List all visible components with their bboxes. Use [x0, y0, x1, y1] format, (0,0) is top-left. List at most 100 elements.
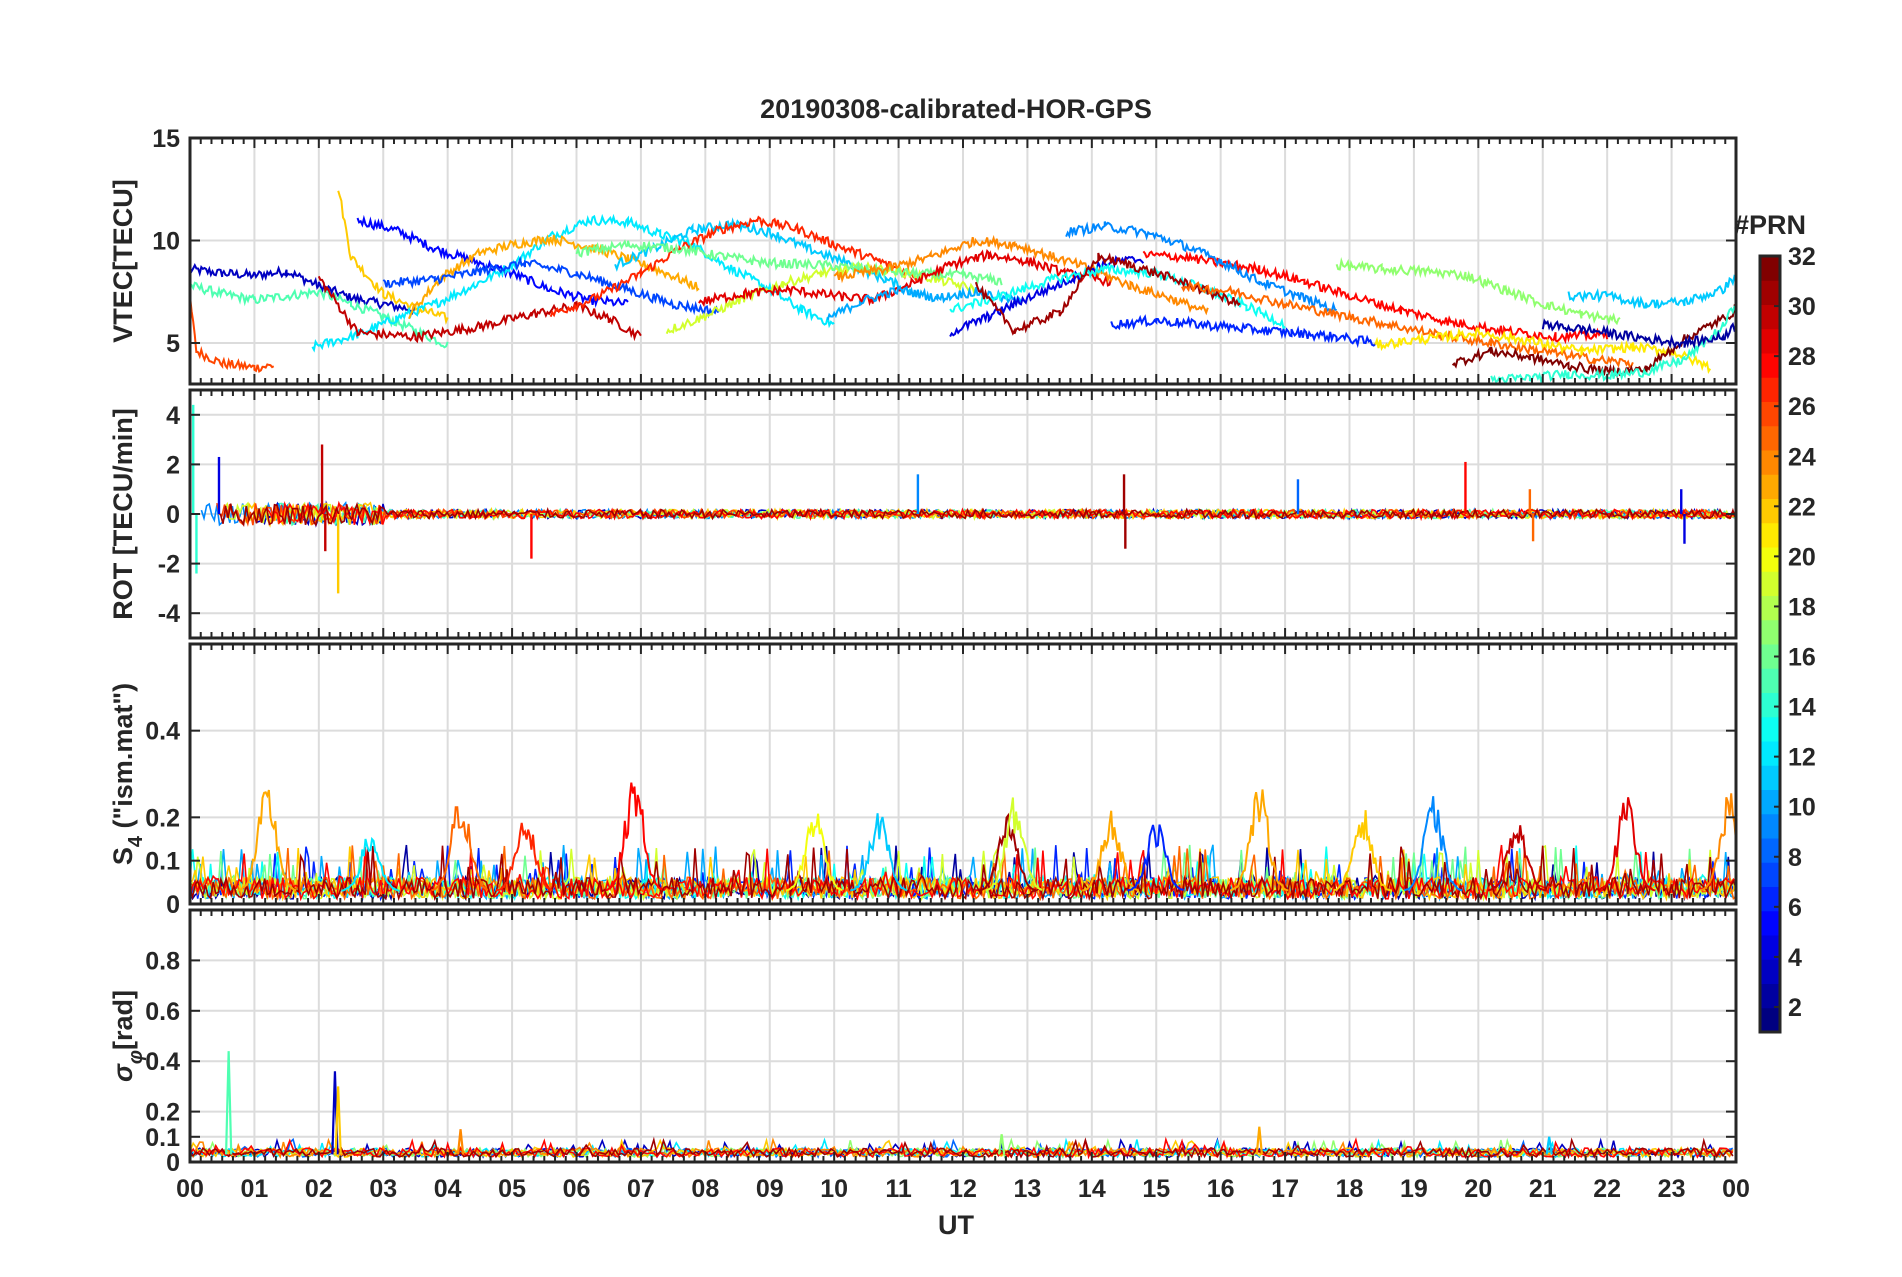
x-tick-label: 20 — [1464, 1175, 1492, 1203]
colorbar-tick-label: 28 — [1788, 343, 1816, 371]
vtec-series-prn-27 — [549, 215, 919, 318]
colorbar-tick-label: 4 — [1788, 944, 1802, 972]
vtec-series-prn-29 — [698, 249, 1113, 308]
y-tick-label: 0.4 — [145, 1048, 180, 1076]
y-tick-label: 0.6 — [145, 998, 180, 1026]
colorbar-segment — [1760, 668, 1780, 693]
colorbar-segment — [1760, 328, 1780, 354]
y-axis-label-sigma-phi: σφ[rad] — [108, 990, 147, 1082]
y-tick-label: -2 — [158, 551, 180, 579]
s4-peak-15 — [1597, 797, 1656, 892]
colorbar-segment — [1760, 886, 1780, 912]
colorbar-segment — [1760, 474, 1780, 499]
x-tick-label: 22 — [1593, 1175, 1621, 1203]
colorbar-segment — [1760, 813, 1780, 839]
x-tick-label: 09 — [756, 1175, 784, 1203]
colorbar-tick-label: 16 — [1788, 644, 1816, 672]
rot-series-prn-31 — [219, 501, 1736, 527]
x-tick-label: 00 — [1722, 1175, 1750, 1203]
s4-peak-6 — [849, 813, 907, 892]
sigma-peak-0 — [224, 1051, 233, 1155]
x-tick-label: 10 — [820, 1175, 848, 1203]
vtec-series-prn-6 — [1110, 314, 1377, 349]
colorbar-segment — [1760, 765, 1780, 790]
vtec-series-prn-17 — [1335, 257, 1621, 326]
colorbar-tick-label: 22 — [1788, 493, 1816, 521]
sigma-peak-2 — [334, 1086, 342, 1155]
s4-peak-2 — [431, 806, 489, 892]
vtec-series-prn-13 — [949, 262, 1286, 331]
colorbar-tick-label: 10 — [1788, 794, 1816, 822]
colorbar-tick-label: 8 — [1788, 844, 1802, 872]
s4-peak-4 — [605, 782, 663, 892]
panel-vtec-series — [190, 190, 1736, 384]
sigma-series-prn-28 — [190, 1136, 1734, 1160]
vtec-series-prn-11 — [1567, 274, 1736, 310]
y-tick-label: 0 — [166, 1149, 180, 1177]
x-tick-label: 04 — [434, 1175, 462, 1203]
s4-peak-5 — [785, 813, 843, 892]
y-axis-label-s4: S4 ("ism.mat") — [108, 683, 147, 865]
s4-peak-7 — [978, 812, 1036, 892]
colorbar-segment — [1760, 425, 1780, 451]
y-axis-label-rot: ROT [TECU/min] — [108, 408, 138, 619]
vtec-series-prn-32 — [1451, 303, 1736, 379]
x-tick-label: 16 — [1207, 1175, 1235, 1203]
x-tick-label: 07 — [627, 1175, 655, 1203]
colorbar-segment — [1760, 522, 1780, 548]
vtec-series-prn-15 — [190, 281, 449, 349]
panel-s4-series — [190, 782, 1736, 902]
x-tick-label: 02 — [305, 1175, 333, 1203]
colorbar-segment — [1760, 838, 1780, 863]
colorbar-segment — [1760, 256, 1780, 281]
s4-peak-1 — [341, 836, 400, 892]
colorbar-segment — [1760, 862, 1780, 887]
s4-peak-11 — [1230, 789, 1289, 892]
s4-peak-16 — [1700, 793, 1736, 892]
x-tick-label: 13 — [1014, 1175, 1042, 1203]
x-tick-label: 00 — [176, 1175, 204, 1203]
x-tick-label: 23 — [1658, 1175, 1686, 1203]
panel-s4: 0 0.1 0.2 0.4S4 ("ism.mat") — [108, 642, 1738, 919]
y-tick-label: 10 — [152, 228, 180, 256]
colorbar-tick-label: 6 — [1788, 894, 1802, 922]
colorbar-tick-label: 32 — [1788, 243, 1816, 271]
y-axis-label-vtec: VTEC[TECU] — [108, 179, 138, 343]
x-tick-label: 01 — [241, 1175, 269, 1203]
y-tick-label: -4 — [158, 600, 180, 628]
panel-rot-series — [192, 404, 1736, 594]
vtec-series-prn-30 — [317, 275, 642, 344]
x-tick-label: 14 — [1078, 1175, 1106, 1203]
x-tick-label: 03 — [369, 1175, 397, 1203]
colorbar-tick-label: 12 — [1788, 744, 1816, 772]
y-tick-label: 15 — [152, 125, 180, 153]
y-tick-label: 0.8 — [145, 947, 180, 975]
colorbar-tick-label: 24 — [1788, 443, 1816, 471]
colorbar-segment — [1760, 692, 1780, 718]
x-tick-label: 15 — [1142, 1175, 1170, 1203]
vtec-series-prn-12 — [311, 213, 835, 353]
colorbar-frame — [1758, 254, 1782, 1034]
colorbar-segment — [1760, 644, 1780, 669]
colorbar-tick-label: 14 — [1788, 694, 1816, 722]
colorbar-tick-label: 26 — [1788, 393, 1816, 421]
colorbar-segment — [1760, 498, 1780, 524]
colorbar-segment — [1760, 619, 1780, 645]
y-tick-label: 4 — [166, 402, 180, 430]
vtec-series-prn-23 — [408, 233, 700, 320]
vtec-series-prn-3 — [190, 262, 417, 316]
vtec-series-prn-4 — [949, 254, 1145, 337]
vtec-series-prn-28 — [1142, 250, 1609, 345]
s4-peak-3 — [495, 822, 553, 892]
colorbar-label: #PRN — [1734, 210, 1806, 240]
colorbar-segment — [1760, 716, 1780, 742]
colorbar-segment — [1760, 304, 1780, 330]
s4-peak-0 — [238, 789, 297, 892]
colorbar-segment — [1760, 377, 1780, 402]
vtec-series-prn-9 — [1065, 221, 1337, 314]
vtec-series-prn-22 — [337, 190, 449, 325]
vtec-series-prn-26 — [190, 295, 275, 374]
sigma-peak-4 — [1255, 1126, 1263, 1155]
